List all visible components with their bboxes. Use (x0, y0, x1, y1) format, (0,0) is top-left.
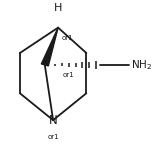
Text: NH$_2$: NH$_2$ (131, 58, 152, 72)
Text: or1: or1 (61, 35, 73, 41)
Text: N: N (49, 114, 57, 127)
Text: or1: or1 (47, 134, 59, 140)
Text: or1: or1 (63, 72, 75, 78)
Text: H: H (54, 3, 62, 13)
Polygon shape (41, 28, 58, 66)
